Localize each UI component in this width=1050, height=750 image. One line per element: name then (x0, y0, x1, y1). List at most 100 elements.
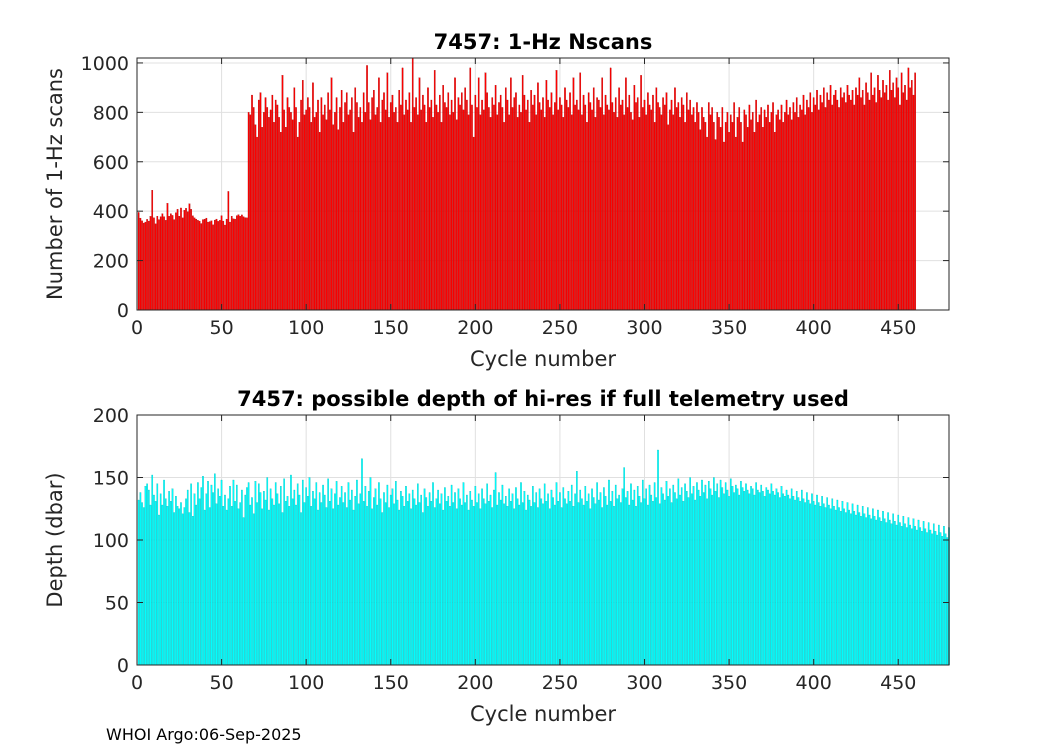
bar (770, 112, 773, 311)
bar (373, 497, 375, 666)
bar (345, 507, 348, 666)
bar (691, 114, 693, 311)
bar (455, 119, 458, 311)
bar (828, 99, 830, 311)
bar (592, 497, 595, 666)
bar (158, 514, 160, 666)
bar (361, 122, 363, 311)
x-tick-label: 100 (288, 672, 324, 694)
bar (406, 501, 409, 666)
bar (741, 141, 744, 311)
bar (899, 104, 901, 311)
bar (579, 72, 582, 311)
bar (623, 114, 625, 311)
bar (779, 497, 781, 666)
bar (738, 494, 741, 666)
x-tick-label: 400 (796, 672, 832, 694)
bar (518, 104, 521, 311)
bar (435, 498, 438, 666)
bar (149, 216, 152, 311)
bar (709, 488, 712, 666)
bar (532, 104, 534, 311)
bar (826, 92, 828, 311)
bar (137, 212, 140, 311)
bar (779, 119, 781, 311)
bar (357, 117, 360, 311)
bar (523, 94, 526, 311)
bar (175, 212, 177, 311)
bar (183, 210, 186, 311)
bar (801, 489, 803, 666)
bar (550, 489, 553, 666)
x-tick-label: 350 (711, 317, 747, 339)
bar (312, 82, 314, 311)
bar (342, 502, 345, 666)
bar (459, 498, 461, 666)
bar (768, 122, 771, 311)
bar (760, 484, 763, 666)
bar (300, 99, 302, 311)
bar (225, 218, 228, 311)
bar (373, 89, 375, 311)
bar (332, 508, 335, 666)
bar (645, 488, 647, 666)
bar (699, 496, 702, 666)
bar (554, 102, 556, 311)
bar (817, 502, 820, 666)
bar (631, 499, 634, 666)
bar (444, 487, 446, 666)
bar (716, 112, 719, 311)
bar (833, 94, 835, 311)
bar (219, 496, 221, 666)
bar (278, 117, 280, 311)
bar (290, 112, 292, 311)
bar (845, 102, 847, 311)
bar (484, 72, 487, 311)
bar (466, 494, 468, 666)
bar (413, 107, 416, 311)
bar (283, 109, 285, 311)
bar (675, 107, 678, 311)
bar (210, 484, 213, 666)
bar (301, 479, 304, 666)
bar (479, 114, 482, 311)
bar (846, 85, 849, 311)
bar (680, 487, 683, 666)
bar (618, 87, 620, 311)
bar (489, 117, 492, 311)
bar (677, 478, 680, 666)
bar (545, 80, 548, 311)
bar (848, 94, 850, 311)
bar (914, 72, 916, 311)
bar (932, 523, 935, 666)
bar (707, 481, 710, 666)
bar (777, 492, 779, 666)
bar (356, 479, 358, 666)
bar (139, 217, 142, 311)
bar (608, 479, 610, 666)
bar (738, 107, 741, 311)
bar (178, 508, 181, 666)
bar (281, 512, 284, 666)
bar (885, 85, 888, 311)
bar (427, 87, 429, 311)
bar (186, 489, 189, 666)
bar (836, 99, 839, 311)
y-axis-label: Depth (dbar) (43, 472, 67, 607)
bar (728, 131, 730, 311)
bar (807, 107, 810, 311)
bar (697, 112, 700, 311)
bar (873, 87, 876, 311)
bar (838, 507, 840, 666)
bar (330, 488, 333, 666)
bar (892, 82, 894, 311)
bar (724, 122, 727, 311)
bar (323, 494, 326, 666)
bar (748, 493, 751, 666)
x-tick-label: 250 (542, 317, 578, 339)
bar (606, 504, 609, 666)
bar (440, 122, 443, 311)
bar (506, 99, 509, 311)
bar (635, 102, 637, 311)
bar (902, 516, 905, 666)
